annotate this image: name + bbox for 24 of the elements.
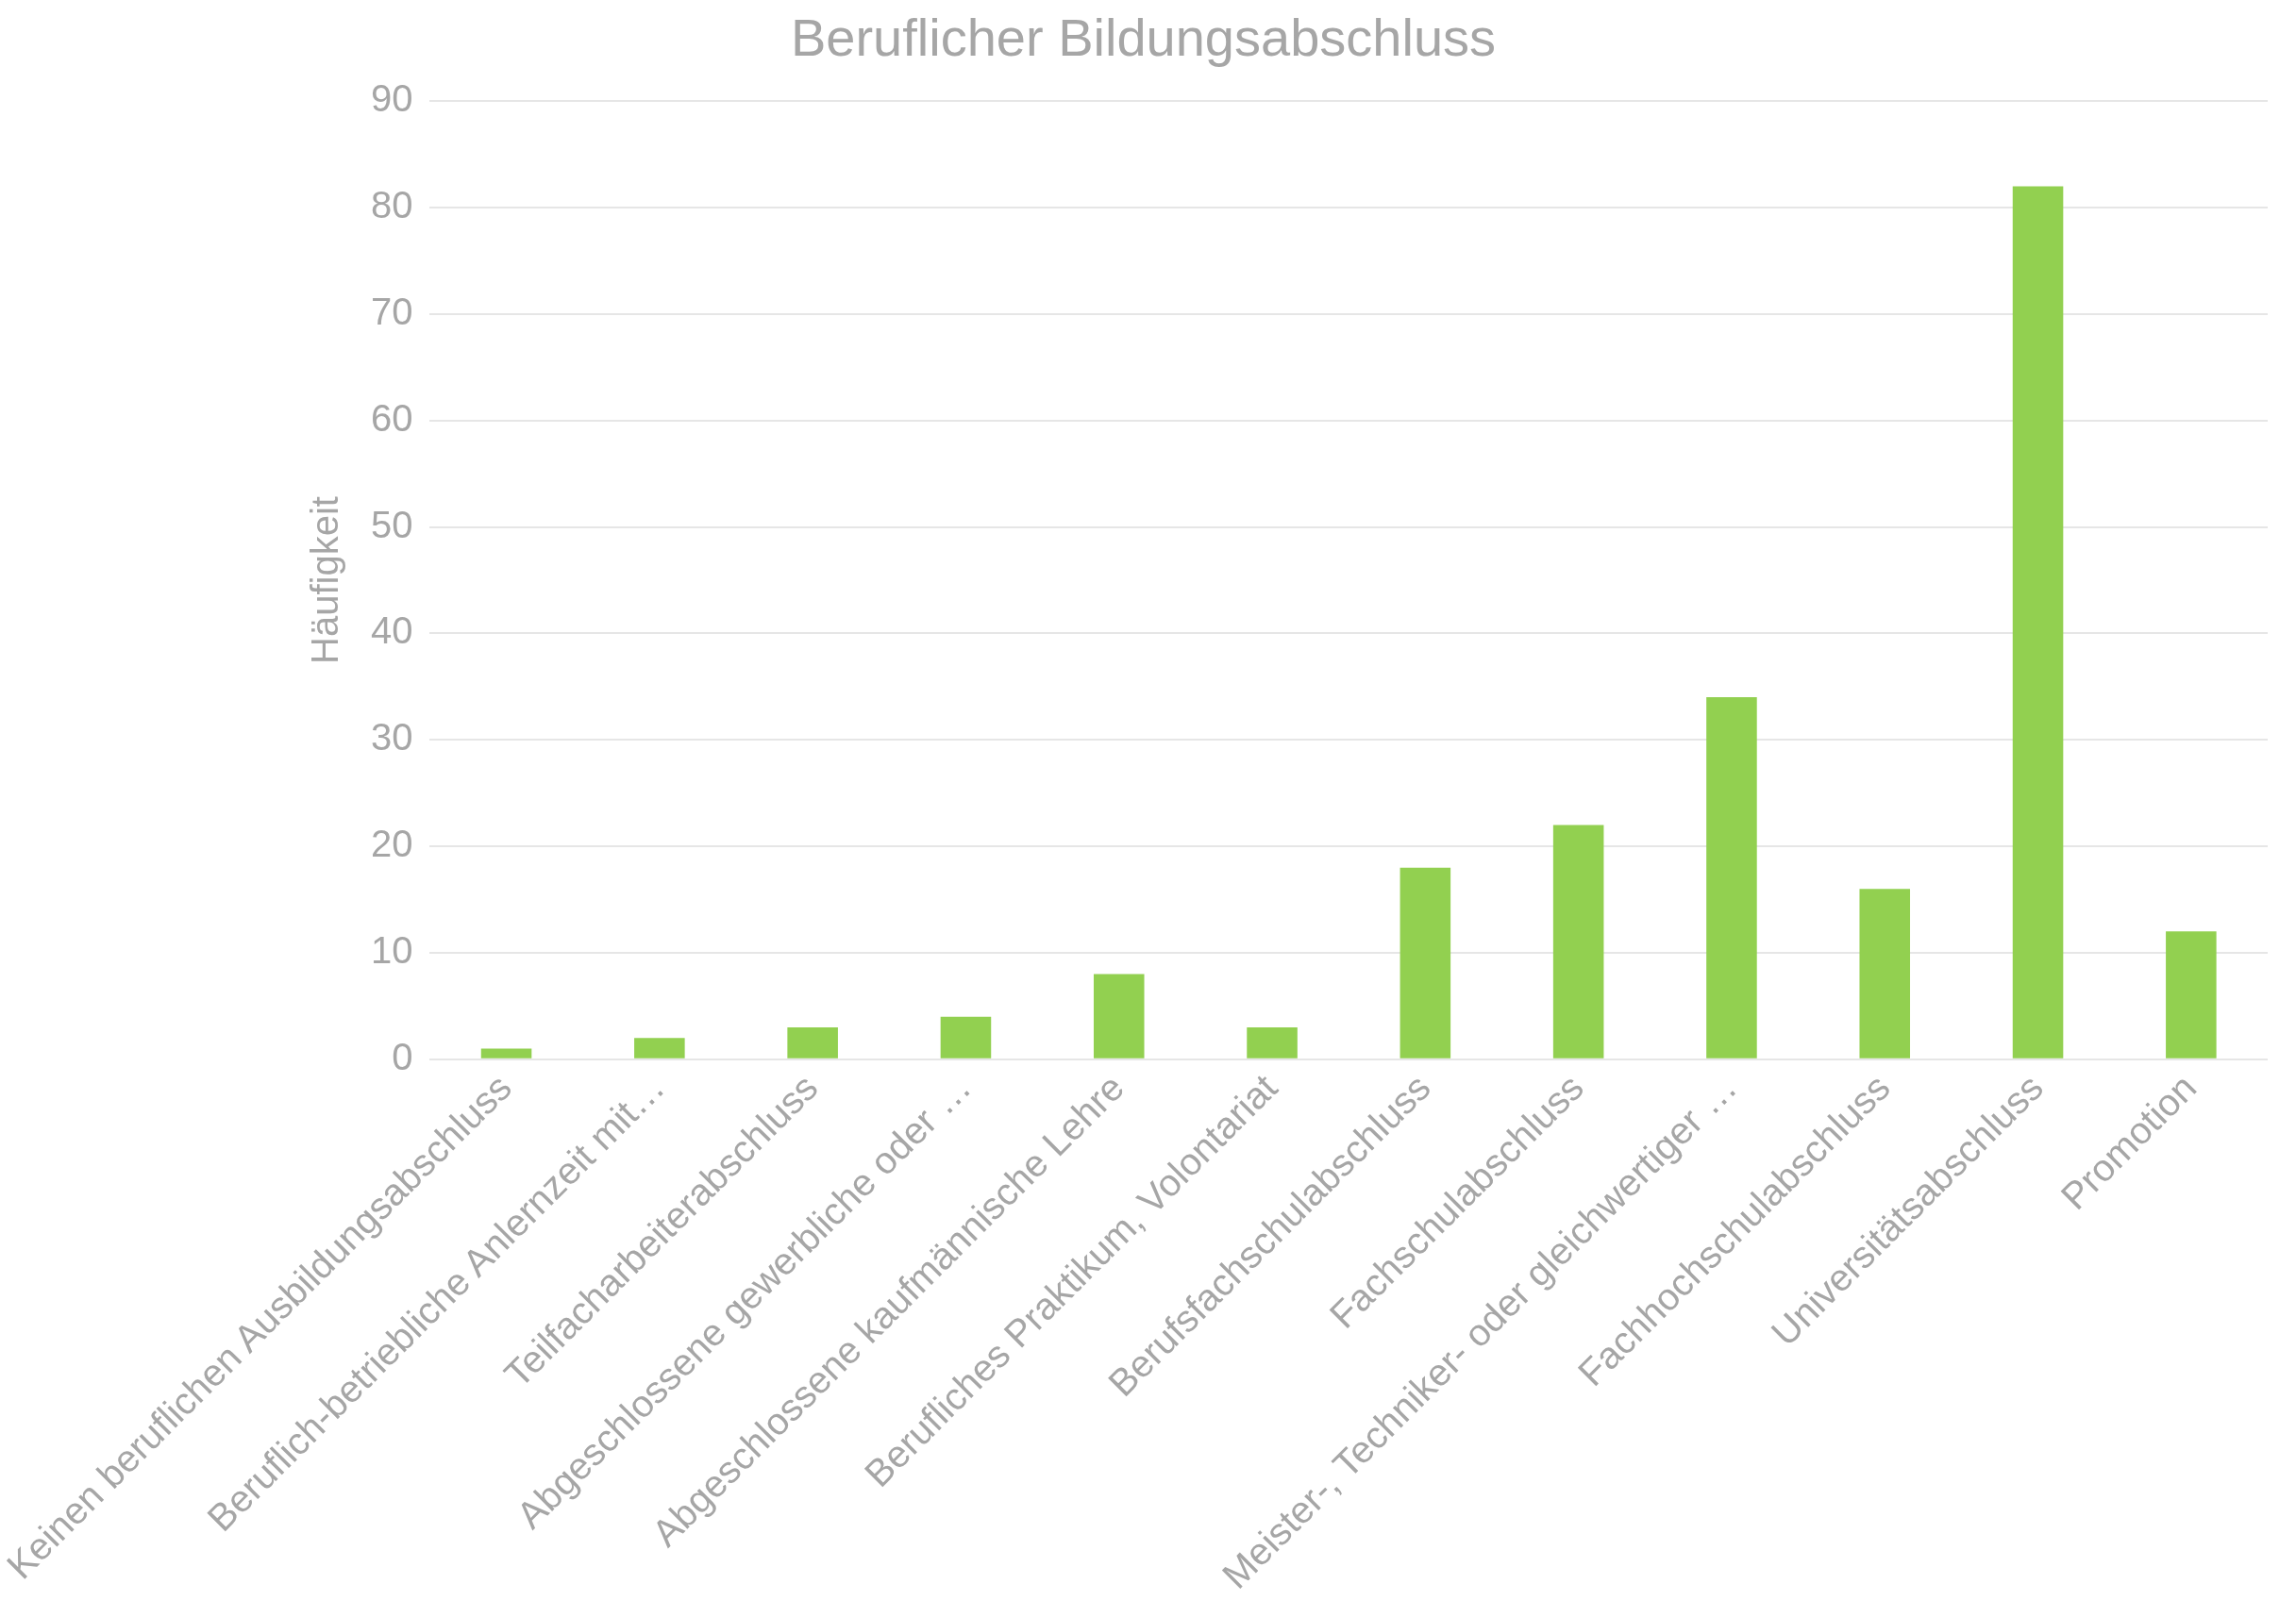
- bar: [1093, 974, 1145, 1059]
- y-tick-label: 0: [392, 1035, 413, 1077]
- bar: [2166, 931, 2217, 1059]
- bar: [1552, 825, 1604, 1059]
- y-tick-label: 40: [370, 609, 413, 652]
- bar: [787, 1026, 838, 1059]
- y-tick-label: 80: [370, 184, 413, 226]
- y-tick-label: 30: [370, 716, 413, 758]
- bar: [1859, 889, 1911, 1059]
- y-tick-label: 10: [370, 928, 413, 971]
- bar: [2012, 186, 2064, 1059]
- bar: [1706, 697, 1757, 1059]
- y-tick-label: 50: [370, 503, 413, 545]
- y-tick-label: 90: [370, 77, 413, 120]
- y-tick-label: 60: [370, 396, 413, 439]
- chart-title: Beruflicher Bildungsabschluss: [790, 8, 1497, 68]
- bar: [634, 1038, 685, 1059]
- y-tick-label: 20: [370, 823, 413, 865]
- y-axis-title: Häufigkeit: [303, 496, 345, 664]
- y-tick-label: 70: [370, 290, 413, 332]
- bar: [940, 1016, 992, 1059]
- bar: [1399, 867, 1451, 1059]
- bar: [1247, 1026, 1298, 1059]
- bar: [480, 1048, 532, 1059]
